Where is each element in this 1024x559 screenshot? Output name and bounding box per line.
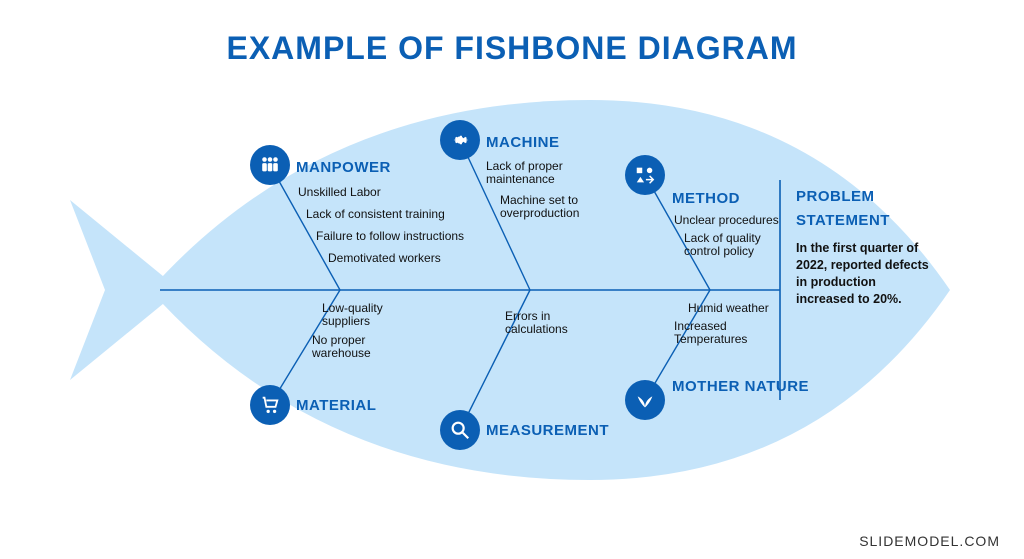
nature-cause-2: Increased Temperatures [674, 320, 774, 346]
leaf-icon [625, 380, 665, 420]
machine-cause-2: Machine set to overproduction [500, 194, 610, 220]
problem-heading: PROBLEM STATEMENT [796, 185, 890, 233]
fishbone-diagram: MANPOWER Unskilled Labor Lack of consist… [60, 90, 960, 490]
category-machine-label: MACHINE [486, 134, 560, 151]
category-nature-label: MOTHER NATURE [672, 378, 809, 396]
diagram-title: EXAMPLE OF FISHBONE DIAGRAM [0, 30, 1024, 67]
magnifier-icon [440, 410, 480, 450]
shapes-icon [625, 155, 665, 195]
cart-icon [250, 385, 290, 425]
method-cause-2: Lack of quality control policy [684, 232, 784, 258]
nature-cause-1: Humid weather [688, 302, 769, 315]
people-icon [250, 145, 290, 185]
category-manpower-label: MANPOWER [296, 159, 391, 176]
material-cause-1: Low-quality suppliers [322, 302, 422, 328]
category-method-label: METHOD [672, 190, 740, 207]
footer-branding: SLIDEMODEL.COM [859, 533, 1000, 549]
material-cause-2: No proper warehouse [312, 334, 412, 360]
problem-statement-text: In the first quarter of 2022, reported d… [796, 240, 931, 308]
machine-cause-1: Lack of proper maintenance [486, 160, 596, 186]
manpower-cause-3: Failure to follow instructions [316, 230, 464, 243]
category-measurement-label: MEASUREMENT [486, 422, 609, 439]
manpower-cause-4: Demotivated workers [328, 252, 441, 265]
manpower-cause-1: Unskilled Labor [298, 186, 381, 199]
gear-icon [440, 120, 480, 160]
measurement-cause-1: Errors in calculations [505, 310, 605, 336]
manpower-cause-2: Lack of consistent training [306, 208, 445, 221]
method-cause-1: Unclear procedures [674, 214, 779, 227]
category-material-label: MATERIAL [296, 397, 376, 414]
